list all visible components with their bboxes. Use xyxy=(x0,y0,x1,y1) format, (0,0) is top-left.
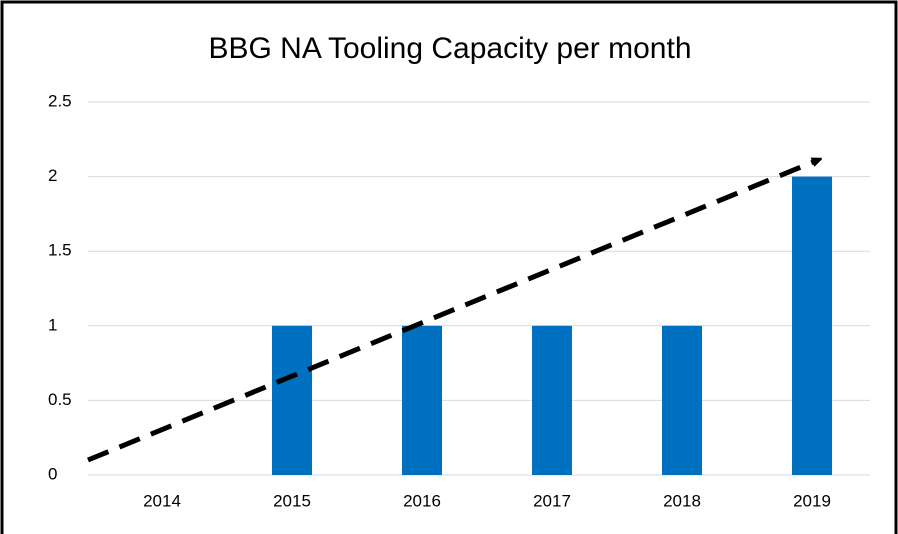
x-tick-label: 2018 xyxy=(663,491,701,510)
y-tick-label: 2.5 xyxy=(48,91,72,110)
plot-area: 0 0.5 1 1.5 2 2.5 2014 2015 2016 2017 2018 2019 xyxy=(48,91,870,510)
bar xyxy=(532,325,572,475)
bar xyxy=(792,176,832,475)
x-tick-label: 2019 xyxy=(793,491,831,510)
y-tick-label: 2 xyxy=(48,166,57,185)
y-tick-label: 1.5 xyxy=(48,241,72,260)
x-tick-label: 2014 xyxy=(143,491,181,510)
x-tick-label: 2015 xyxy=(273,491,311,510)
bar xyxy=(662,325,702,475)
bar xyxy=(272,325,312,475)
bar xyxy=(402,325,442,475)
trend-arrow xyxy=(87,160,818,463)
y-tick-label: 0 xyxy=(48,464,57,483)
chart-title: BBG NA Tooling Capacity per month xyxy=(208,32,691,65)
y-tick-label: 1 xyxy=(48,315,57,334)
x-tick-label: 2017 xyxy=(533,491,571,510)
x-tick-label: 2016 xyxy=(403,491,441,510)
y-tick-label: 0.5 xyxy=(48,390,72,409)
